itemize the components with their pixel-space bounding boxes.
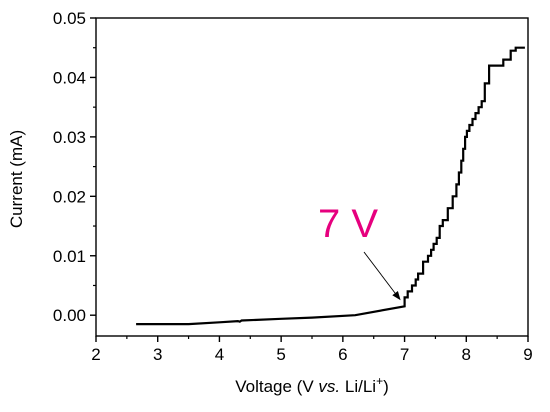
y-tick-label: 0.04 [53, 68, 86, 87]
x-tick-label: 2 [91, 345, 100, 364]
x-axis-title: Voltage (V vs. Li/Li+) [235, 374, 389, 396]
x-tick-label: 6 [338, 345, 347, 364]
y-tick-label: 0.03 [53, 128, 86, 147]
x-tick-label: 9 [523, 345, 532, 364]
y-axis-ticks: 0.00 0.01 0.02 0.03 0.04 0.05 [53, 9, 96, 325]
x-tick-label: 8 [462, 345, 471, 364]
y-tick-label: 0.05 [53, 9, 86, 28]
annotation-arrow [363, 251, 401, 301]
x-axis-ticks: 2 3 4 5 6 7 8 9 [91, 336, 533, 364]
y-axis-title: Current (mA) [7, 130, 26, 228]
x-tick-label: 4 [215, 345, 224, 364]
annotation-label: 7 V [318, 202, 378, 246]
y-tick-label: 0.02 [53, 187, 86, 206]
x-tick-label: 7 [400, 345, 409, 364]
x-tick-label: 3 [153, 345, 162, 364]
plot-frame [95, 17, 529, 337]
series-line [136, 46, 525, 326]
y-tick-label: 0.00 [53, 306, 86, 325]
y-tick-label: 0.01 [53, 247, 86, 266]
x-tick-label: 5 [276, 345, 285, 364]
